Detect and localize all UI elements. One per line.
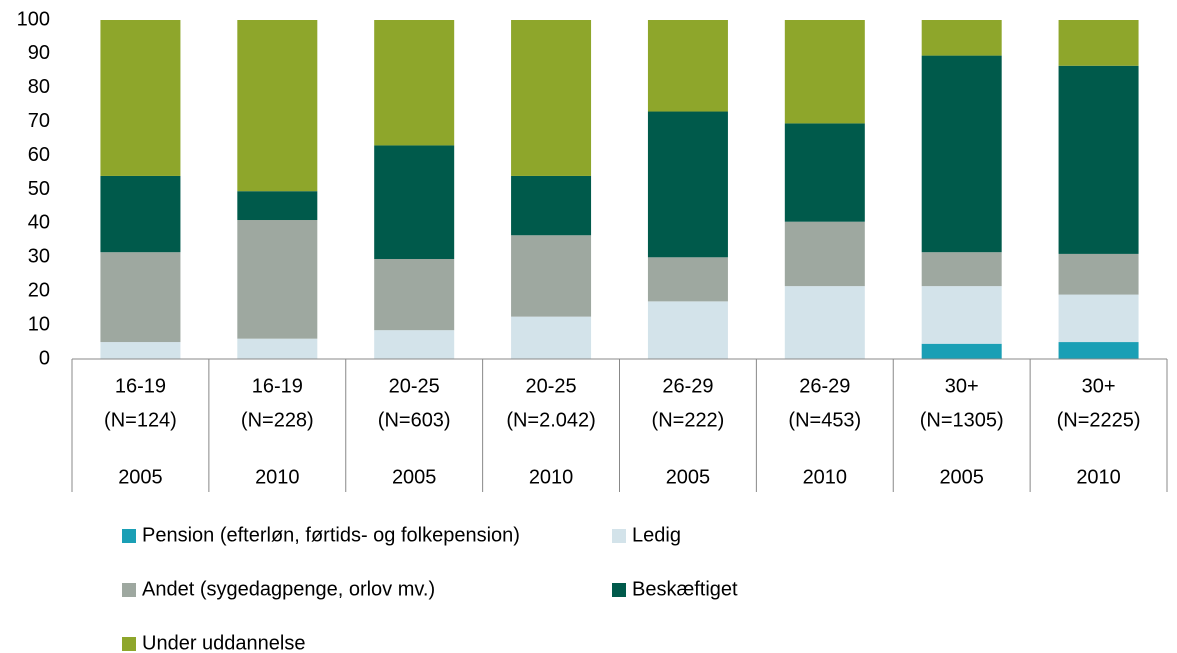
bar-segment — [647, 20, 728, 112]
bar-segment — [511, 20, 592, 176]
x-tick-note: (N=124) — [104, 409, 177, 431]
y-tick-label: 0 — [39, 347, 50, 369]
bar-segment — [784, 123, 865, 222]
y-tick-label: 70 — [28, 110, 50, 132]
x-year-label: 2010 — [1076, 466, 1121, 488]
legend-swatch — [122, 637, 136, 651]
bar-segment — [374, 20, 455, 146]
legend-label: Ledig — [632, 524, 681, 546]
bar-segment — [100, 252, 181, 343]
bar-segment — [921, 252, 1002, 287]
legend-label: Andet (sygedagpenge, orlov mv.) — [142, 578, 435, 600]
x-tick-note: (N=2225) — [1057, 409, 1141, 431]
x-tick-note: (N=1305) — [920, 409, 1004, 431]
y-tick-label: 90 — [28, 42, 50, 64]
bar-segment — [784, 286, 865, 359]
bar-segment — [511, 316, 592, 359]
bar-segment — [647, 257, 728, 302]
y-tick-label: 10 — [28, 313, 50, 335]
bar-segment — [237, 338, 318, 359]
bar-segment — [100, 342, 181, 359]
legend-swatch — [612, 529, 626, 543]
legend-label: Pension (efterløn, førtids- og folkepens… — [142, 524, 520, 546]
x-tick-note: (N=228) — [241, 409, 314, 431]
x-tick-label: 30+ — [945, 375, 979, 397]
x-tick-label: 16-19 — [252, 375, 303, 397]
legend-swatch — [612, 583, 626, 597]
bar-segment — [1058, 20, 1139, 66]
bar-segment — [784, 221, 865, 287]
x-year-label: 2010 — [803, 466, 848, 488]
y-tick-label: 80 — [28, 76, 50, 98]
x-tick-label: 26-29 — [799, 375, 850, 397]
bar-segment — [511, 235, 592, 317]
bar-segment — [100, 20, 181, 176]
x-tick-label: 20-25 — [389, 375, 440, 397]
x-year-label: 2010 — [255, 466, 300, 488]
bar-segment — [374, 258, 455, 331]
bar-segment — [784, 20, 865, 124]
bar-segment — [100, 175, 181, 253]
bar-segment — [921, 286, 1002, 344]
x-tick-note: (N=453) — [788, 409, 861, 431]
bar-segment — [1058, 65, 1139, 254]
bar-segment — [237, 220, 318, 339]
bar-segment — [647, 301, 728, 359]
y-tick-label: 20 — [28, 279, 50, 301]
bar-segment — [237, 191, 318, 221]
legend-label: Under uddannelse — [142, 632, 305, 653]
x-tick-note: (N=2.042) — [506, 409, 596, 431]
bar-segment — [921, 343, 1002, 359]
bar-segment — [374, 145, 455, 259]
bar-segment — [1058, 253, 1139, 295]
legend-label: Beskæftiget — [632, 578, 738, 600]
legend-swatch — [122, 583, 136, 597]
y-tick-label: 40 — [28, 212, 50, 234]
x-tick-note: (N=603) — [378, 409, 451, 431]
y-tick-label: 100 — [17, 8, 50, 30]
x-tick-label: 26-29 — [662, 375, 713, 397]
legend-swatch — [122, 529, 136, 543]
x-tick-label: 16-19 — [115, 375, 166, 397]
x-tick-label: 30+ — [1082, 375, 1116, 397]
x-year-label: 2005 — [666, 466, 711, 488]
bar-segment — [921, 55, 1002, 253]
x-tick-note: (N=222) — [652, 409, 725, 431]
x-year-label: 2005 — [118, 466, 163, 488]
y-tick-label: 30 — [28, 246, 50, 268]
bar-segment — [1058, 342, 1139, 359]
x-year-label: 2005 — [392, 466, 437, 488]
x-year-label: 2010 — [529, 466, 574, 488]
y-tick-label: 60 — [28, 144, 50, 166]
bar-segment — [921, 20, 1002, 56]
x-year-label: 2005 — [939, 466, 984, 488]
bar-segment — [511, 175, 592, 236]
bar-segment — [1058, 294, 1139, 343]
bar-segment — [374, 330, 455, 359]
bar-segment — [647, 111, 728, 258]
y-tick-label: 50 — [28, 178, 50, 200]
bar-segment — [237, 20, 318, 192]
x-tick-label: 20-25 — [525, 375, 576, 397]
